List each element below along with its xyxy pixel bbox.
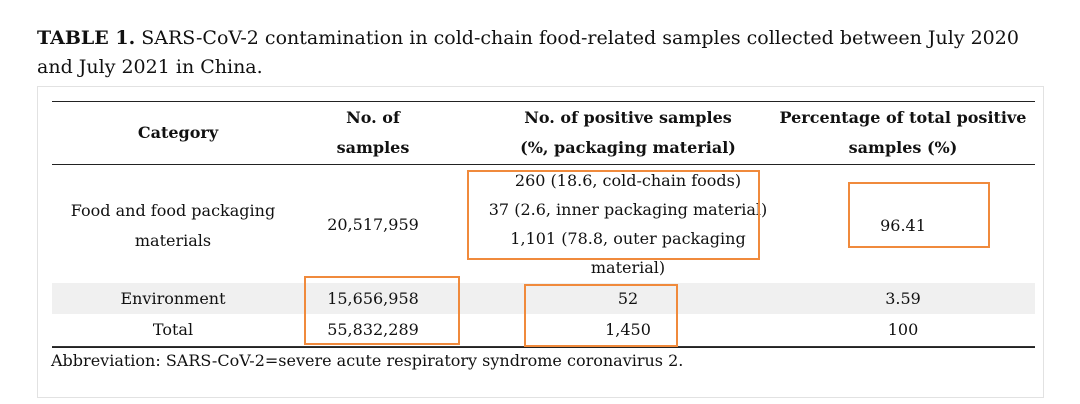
data-table: Category No. of samples No. of positive …	[37, 86, 1044, 398]
header-samples-line1: No. of	[346, 108, 400, 127]
header-rule	[52, 164, 1035, 165]
header-percentage-line2: samples (%)	[848, 138, 958, 157]
row1-percentage: 96.41	[880, 216, 926, 235]
row1-positive-line2: 37 (2.6, inner packaging material)	[488, 200, 768, 219]
row1-positive-line4: material)	[590, 258, 666, 277]
row1-category-line2: materials	[134, 231, 212, 250]
bottom-rule-2	[52, 347, 1035, 348]
row3-percentage: 100	[887, 320, 919, 339]
header-positive-line2: (%, packaging material)	[520, 138, 736, 157]
row1-samples: 20,517,959	[327, 215, 419, 234]
row1-positive-line3: 1,101 (78.8, outer packaging	[510, 229, 746, 248]
table-caption-text: SARS-CoV-2 contamination in cold-chain f…	[37, 27, 1019, 78]
table-label: TABLE 1.	[37, 27, 136, 49]
row2-samples: 15,656,958	[327, 289, 419, 308]
row3-category: Total	[152, 320, 194, 339]
row3-samples: 55,832,289	[327, 320, 419, 339]
table-caption: TABLE 1. SARS-CoV-2 contamination in col…	[37, 24, 1047, 82]
top-rule	[52, 101, 1035, 102]
header-percentage-line1: Percentage of total positive	[779, 108, 1027, 127]
row2-percentage: 3.59	[885, 289, 921, 308]
row1-category-line1: Food and food packaging	[70, 201, 276, 220]
header-category: Category	[137, 123, 219, 142]
table-footnote: Abbreviation: SARS-CoV-2=severe acute re…	[51, 351, 684, 370]
header-positive-line1: No. of positive samples	[524, 108, 732, 127]
header-samples-line2: samples	[336, 138, 410, 157]
row3-positive: 1,450	[605, 320, 651, 339]
environment-row-shade	[52, 283, 1035, 314]
row1-positive-line1: 260 (18.6, cold-chain foods)	[514, 171, 742, 190]
row2-positive: 52	[617, 289, 639, 308]
row2-category: Environment	[120, 289, 226, 308]
